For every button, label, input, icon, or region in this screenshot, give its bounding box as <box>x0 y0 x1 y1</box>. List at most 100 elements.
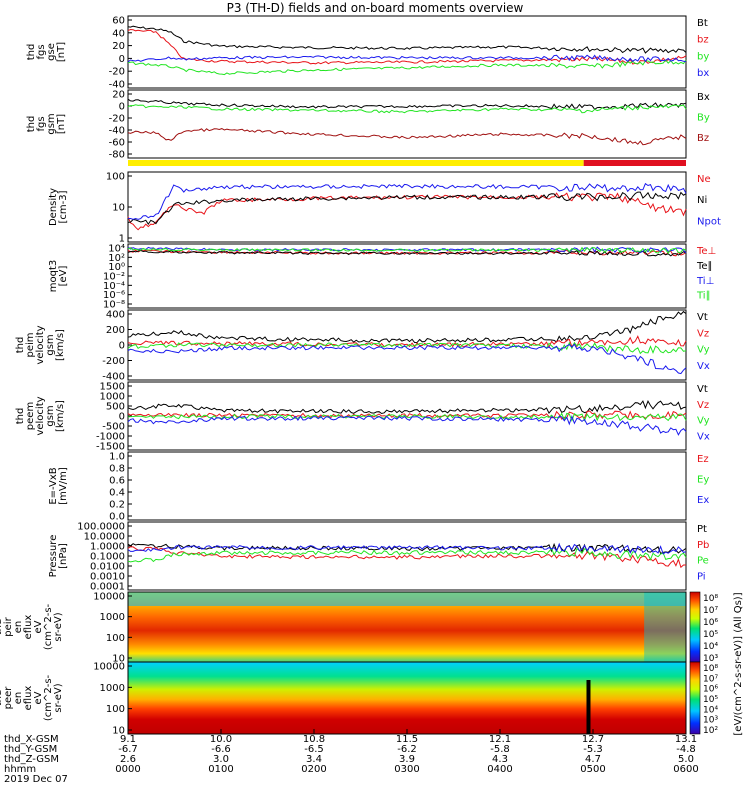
y-tick-label: 1.0 <box>109 452 125 463</box>
ion-spectrogram-late-band <box>644 592 686 662</box>
panel-ylabel: thdpeerenefluxeV(cm^2-s-sr-eV) <box>0 674 64 721</box>
y-tick-label: -20 <box>109 114 125 125</box>
legend-Bt: Bt <box>697 18 708 29</box>
ylabel-line: peer <box>3 686 14 710</box>
y-tick-label: -1000 <box>96 432 125 443</box>
panel-ylabel: moqt3[eV] <box>48 260 69 293</box>
y-tick-label: 10⁻² <box>103 272 125 283</box>
x-tick-z: 3.0 <box>213 754 229 765</box>
axis-layer: 10⁸10⁷10⁶10⁵10⁴10³10⁸10⁷10⁶10⁵10⁴10³10²[… <box>4 591 744 785</box>
y-tick-label: -1500 <box>96 442 125 453</box>
panel-frame <box>127 451 687 521</box>
ylabel-line: moqt3 <box>48 260 59 293</box>
legend-Vt: Vt <box>697 384 708 395</box>
ylabel-line: eflux <box>23 686 34 711</box>
x-tick-hhmm: 0200 <box>301 764 326 775</box>
ylabel-line: peir <box>3 616 14 636</box>
y-tick-label: -20 <box>109 67 125 78</box>
x-tick-y: -5.8 <box>490 744 510 755</box>
panel-fgs-gsm: thdfgsgsm[nT] 200-20-40-60-80 Bx By Bz <box>26 89 710 161</box>
y-tick-label: 500 <box>106 402 125 413</box>
x-tick-z: 4.7 <box>585 754 601 765</box>
series-temperature-Te∥ <box>127 249 687 257</box>
x-tick-hhmm: 0000 <box>115 764 140 775</box>
panels-layer: thdfgsgse[nT]6040200-20-40Btbzbybxthdfgs… <box>0 15 721 737</box>
series-electron-velocity-Vt <box>127 400 687 415</box>
x-tick-x: 10.0 <box>210 734 232 745</box>
legend-Te⊥: Te⊥ <box>696 246 716 257</box>
legend-Ti∥: Ti∥ <box>696 291 711 302</box>
legend-bx: bx <box>697 68 709 79</box>
legend-By: By <box>697 113 710 124</box>
panel-ylabel: Pressure[nPa] <box>48 535 69 578</box>
y-tick-label: 100.0000 <box>77 522 125 533</box>
colorbar-tick: 10³ <box>703 654 718 664</box>
colorbar-tick: 10⁶ <box>703 618 718 628</box>
y-tick-label: 1000 <box>100 683 125 694</box>
page-title: P3 (TH-D) fields and on-board moments ov… <box>226 1 524 15</box>
x-tick-x: 10.8 <box>303 734 325 745</box>
x-tick-x: 11.5 <box>396 734 418 745</box>
legend-Vz: Vz <box>697 400 709 411</box>
panel-ion-velocity: thdpeimvelocitygsm[km/s] 400 200 0 -200 -400 V… <box>15 309 710 383</box>
panel-electron-spectrogram: thdpeerenefluxeV(cm^2-s-sr-eV) 10000 1000 1… <box>0 661 687 737</box>
panel-frame <box>127 171 687 243</box>
series-fgs-gse-by <box>127 59 687 76</box>
y-tick-label: 1000 <box>100 392 125 403</box>
series-fgs-gse-bz <box>127 28 687 65</box>
y-tick-label: 20 <box>112 90 125 101</box>
mode-bar-slow <box>128 160 584 166</box>
legend-bz: bz <box>697 35 709 46</box>
y-tick-label: 10 <box>112 203 125 214</box>
legend-Bz: Bz <box>697 133 709 144</box>
colorbar-label: [eV/(cm^2-s-sr-eV)] (All Qs)] <box>733 592 744 735</box>
ylabel-line: [nT] <box>56 42 67 62</box>
y-tick-label: -40 <box>109 126 125 137</box>
series-fgs-gsm-By <box>127 104 687 114</box>
x-tick-x: 12.1 <box>489 734 511 745</box>
panel-frame <box>127 89 687 159</box>
ylabel-line: [cm-3] <box>58 190 69 223</box>
ylabel-line: Pressure <box>48 535 59 578</box>
ylabel-line: velocity <box>35 325 46 364</box>
panel-electron-velocity: thdpeemvelocitygsm[km/s] 150010005000-500… <box>15 381 710 453</box>
ylabel-line: [mV/m] <box>58 467 69 505</box>
colorbar-tick: 10² <box>703 726 718 736</box>
ylabel-line: gsm <box>45 405 56 426</box>
colorbar-tick: 10⁵ <box>703 630 718 640</box>
y-tick-label: 10 <box>112 726 125 737</box>
y-tick-label: -40 <box>109 80 125 91</box>
y-tick-label: 0.2 <box>109 500 125 511</box>
y-tick-label: 10.0000 <box>84 532 125 543</box>
ylabel-line: sr-eV) <box>53 683 64 712</box>
panel-frame <box>127 381 687 451</box>
y-tick-label: 200 <box>106 325 125 336</box>
y-tick-label: 1 <box>119 234 125 245</box>
legend-Bx: Bx <box>697 92 710 103</box>
x-tick-z: 4.3 <box>492 754 508 765</box>
ylabel-line: [eV] <box>58 266 69 287</box>
y-tick-label: 10000 <box>93 592 125 603</box>
x-tick-x: 12.7 <box>582 734 604 745</box>
y-tick-label: 100 <box>106 633 125 644</box>
x-tick-y: -4.8 <box>676 744 696 755</box>
legend-Ex: Ex <box>697 495 709 506</box>
y-tick-label: 0 <box>119 102 125 113</box>
y-tick-label: 10⁻⁶ <box>103 290 125 301</box>
panel-ylabel: thdpeirenefluxeV(cm^2-s-sr-eV) <box>0 603 64 650</box>
x-tick-hhmm: 0600 <box>673 764 698 775</box>
colorbar-tick: 10⁴ <box>703 642 718 652</box>
panel-ylabel: thdfgsgsm[nT] <box>26 113 67 134</box>
colorbar-tick: 10⁸ <box>703 664 718 674</box>
legend-by: by <box>697 51 709 62</box>
x-tick-x: 13.1 <box>675 734 697 745</box>
ylabel-line: thd <box>26 44 37 61</box>
x-row-label: thd_Y-GSM <box>4 744 57 755</box>
legend-Vx: Vx <box>697 431 710 442</box>
y-tick-label: 0.1000 <box>90 552 125 563</box>
series-fgs-gsm-Bx <box>127 98 687 111</box>
x-tick-hhmm: 0300 <box>394 764 419 775</box>
x-tick-z: 3.9 <box>399 754 415 765</box>
ylabel-line: en <box>13 692 24 705</box>
